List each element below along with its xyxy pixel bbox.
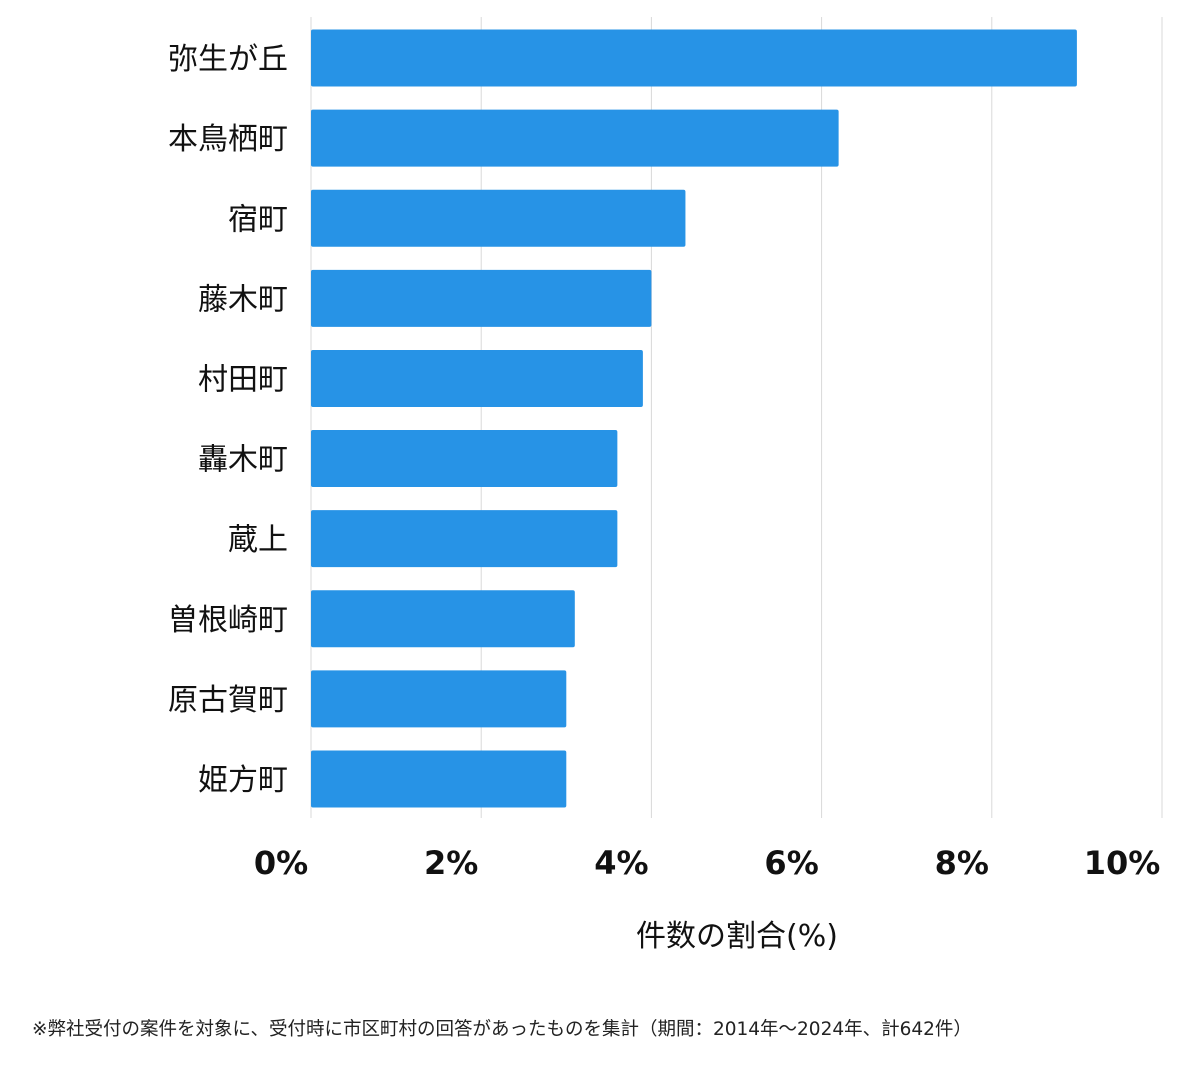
x-tick-label: 10% <box>1084 844 1161 882</box>
bar <box>311 510 618 568</box>
category-label: 村田町 <box>198 362 288 397</box>
category-label: 弥生が丘 <box>168 42 288 77</box>
bar <box>311 349 643 407</box>
category-label: 蔵上 <box>228 523 288 558</box>
x-tick-label: 8% <box>935 844 989 882</box>
bar <box>311 590 575 648</box>
bar <box>311 189 686 247</box>
x-axis-title: 件数の割合(%) <box>636 919 838 954</box>
bar <box>311 269 652 327</box>
bar <box>311 430 618 488</box>
x-tick-label: 6% <box>764 844 818 882</box>
category-label: 本鳥栖町 <box>168 122 288 157</box>
x-tick-label: 0% <box>254 844 308 882</box>
category-label: 宿町 <box>228 202 288 237</box>
bars <box>311 29 1077 808</box>
category-label: 原古賀町 <box>168 683 288 718</box>
bar <box>311 109 839 167</box>
bar <box>311 750 567 808</box>
x-tick-labels: 0% 2% 4% 6% 8% 10% <box>254 844 1160 882</box>
footnote: ※弊社受付の案件を対象に、受付時に市区町村の回答があったものを集計（期間：201… <box>32 1019 972 1040</box>
category-label: 藤木町 <box>198 282 288 317</box>
category-label: 姫方町 <box>198 763 288 798</box>
bar <box>311 29 1077 87</box>
x-tick-label: 4% <box>594 844 648 882</box>
category-label: 曽根崎町 <box>168 603 288 638</box>
category-label: 轟木町 <box>198 443 288 478</box>
x-tick-label: 2% <box>424 844 478 882</box>
bar <box>311 670 567 728</box>
